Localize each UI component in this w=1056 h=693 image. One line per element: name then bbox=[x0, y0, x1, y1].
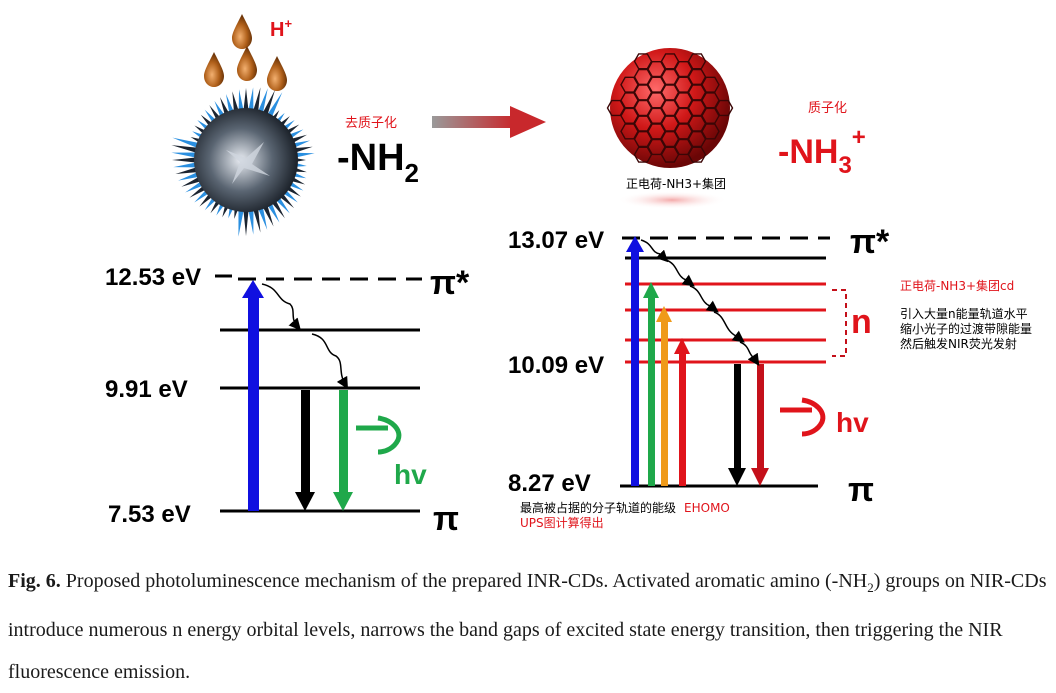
proton-label: H+ bbox=[270, 16, 292, 41]
note-line: 引入大量n能量轨道水平 bbox=[900, 307, 1028, 321]
blue-excitation-arrow bbox=[248, 296, 259, 511]
droplet-icon bbox=[267, 56, 287, 91]
note-red: 正电荷-NH3+集团cd bbox=[900, 278, 1014, 293]
spiky-carbon-dot bbox=[171, 87, 315, 237]
deprotonation-label: 去质子化 bbox=[345, 116, 397, 131]
photon-icon bbox=[780, 397, 826, 437]
photon-icon bbox=[356, 415, 402, 455]
proton-droplets: H+ bbox=[204, 14, 292, 91]
pi-star-label: π* bbox=[430, 264, 470, 302]
energy-label: 9.91 eV bbox=[105, 376, 188, 403]
black-emission-arrow bbox=[734, 364, 741, 470]
red-excitation-arrow bbox=[679, 352, 686, 486]
figure-caption: Fig. 6. Proposed photoluminescence mecha… bbox=[8, 560, 1048, 693]
hv-label: hv bbox=[836, 407, 869, 438]
note-line: 然后触发NIR荧光发射 bbox=[900, 336, 1017, 351]
energy-label: 10.09 eV bbox=[508, 352, 604, 379]
protonation-label: 质子化 bbox=[808, 101, 847, 116]
nh2-group-label: -NH2 bbox=[337, 137, 419, 188]
droplet-icon bbox=[232, 14, 252, 49]
transition-arrow bbox=[432, 106, 546, 138]
black-emission-arrow bbox=[301, 390, 310, 494]
left-energy-diagram: 12.53 eV π* 9.91 eV 7.53 eV π hv bbox=[105, 264, 470, 538]
n-bracket bbox=[832, 289, 847, 357]
note-line: 缩小光子的过渡带隙能量 bbox=[900, 321, 1032, 336]
energy-label: 8.27 eV bbox=[508, 470, 591, 497]
pi-star-label: π* bbox=[850, 223, 890, 261]
caption-subscript: 2 bbox=[867, 580, 874, 595]
pi-label: π bbox=[848, 471, 874, 509]
bottom-note: 最高被占据的分子轨道的能级 EHOMO bbox=[520, 500, 730, 515]
green-emission-arrow bbox=[339, 390, 348, 494]
bottom-note-red: UPS图计算得出 bbox=[520, 515, 604, 530]
n-label: n bbox=[851, 303, 872, 341]
nh3-group-label: -NH3+ bbox=[778, 124, 866, 179]
green-excitation-arrow bbox=[648, 296, 655, 486]
blue-excitation-arrow bbox=[631, 250, 639, 486]
right-energy-diagram: 13.07 eV π* 10.09 eV 8.27 eV π n bbox=[508, 223, 1032, 530]
hv-label: hv bbox=[394, 459, 427, 490]
caption-text: Proposed photoluminescence mechanism of … bbox=[60, 570, 868, 592]
caption-label: Fig. 6. bbox=[8, 570, 61, 592]
energy-label: 7.53 eV bbox=[108, 501, 191, 528]
pi-label: π bbox=[433, 500, 459, 538]
red-emission-arrow bbox=[757, 364, 764, 470]
protonated-carbon-dot bbox=[606, 48, 734, 209]
particle-caption: 正电荷-NH3+集团 bbox=[626, 176, 726, 191]
droplet-icon bbox=[237, 46, 257, 81]
energy-label: 13.07 eV bbox=[508, 227, 604, 254]
photoluminescence-mechanism-diagram: H+ 去质子化 -NH2 质子化 -NH3+ 正电荷-NH3+集团 12.53 … bbox=[105, 14, 1032, 538]
orange-excitation-arrow bbox=[661, 320, 668, 486]
droplet-icon bbox=[204, 52, 224, 87]
energy-label: 12.53 eV bbox=[105, 264, 201, 291]
